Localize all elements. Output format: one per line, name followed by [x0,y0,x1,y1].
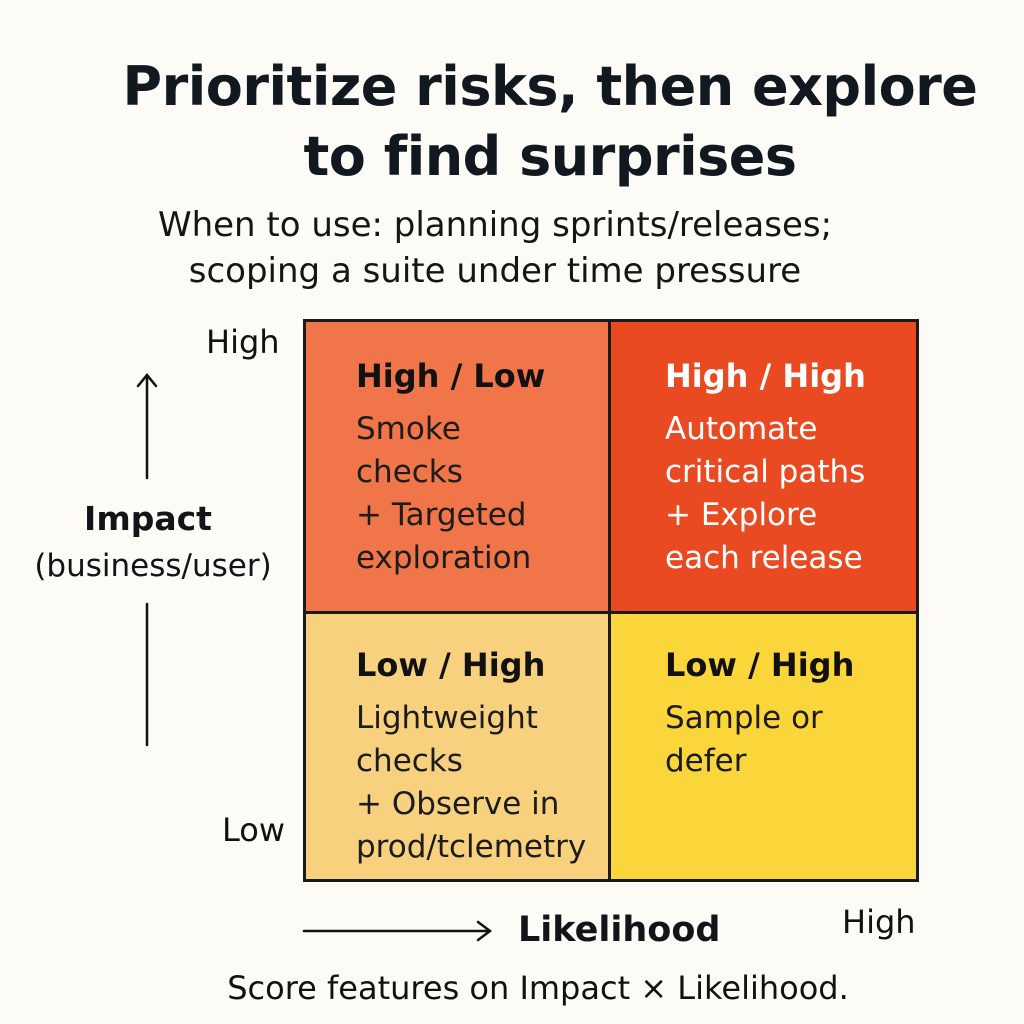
footer-note: Score features on Impact × Likelihood. [227,969,849,1007]
quadrant-body: Smoke checks + Targeted exploration [356,408,610,580]
quadrant-line: + Explore [665,497,818,533]
quadrant-heading: High / Low [356,357,546,395]
quadrant-line: checks [356,743,463,779]
quadrant-heading: High / High [665,357,866,395]
title-line-1: Prioritize risks, then explore [122,55,978,118]
x-axis-title: Likelihood [518,910,721,950]
quadrant-heading: Low / High [356,646,546,684]
y-axis-subtitle: (business/user) [34,548,272,584]
page-title: Prioritize risks, then explore to find s… [0,52,1024,192]
quadrant-line: + Targeted [356,497,527,533]
page-subtitle: When to use: planning sprints/releases; … [0,202,990,294]
quadrant-line: critical paths [665,454,866,490]
quadrant-heading: Low / High [665,646,855,684]
quadrant-line: Sample or [665,700,823,736]
quadrant-line: each release [665,540,863,576]
quadrant-line: Lightweight [356,700,538,736]
quadrant-bottom-right: Low / High Sample or defer [610,613,916,879]
quadrant-body: Lightweight checks + Observe in prod/tcl… [356,697,610,869]
y-axis-title: Impact [84,499,212,538]
y-axis-low-label: Low [222,811,286,849]
quadrant-body: Sample or defer [665,697,916,783]
quadrant-line: Smoke [356,411,461,447]
quadrant-line: checks [356,454,463,490]
quadrant-line: prod/tclemetry [356,829,587,865]
risk-matrix: High / Low Smoke checks + Targeted explo… [303,319,919,882]
quadrant-top-left: High / Low Smoke checks + Targeted explo… [306,322,610,613]
quadrant-line: + Observe in [356,786,560,822]
quadrant-bottom-left: Low / High Lightweight checks + Observe … [306,613,610,879]
grid-divider-horizontal [306,611,916,614]
likelihood-arrow [302,920,493,942]
quadrant-line: Automate [665,411,818,447]
quadrant-top-right: High / High Automate critical paths + Ex… [610,322,916,613]
x-axis-high-label: High [842,903,916,941]
quadrant-line: exploration [356,540,532,576]
title-line-2: to find surprises [303,125,797,188]
y-axis-high-label: High [206,323,280,361]
quadrant-body: Automate critical paths + Explore each r… [665,408,916,580]
quadrant-line: defer [665,743,747,779]
subtitle-line-1: When to use: planning sprints/releases; [157,205,833,245]
subtitle-line-2: scoping a suite under time pressure [188,251,802,291]
grid-divider-vertical [608,322,611,879]
